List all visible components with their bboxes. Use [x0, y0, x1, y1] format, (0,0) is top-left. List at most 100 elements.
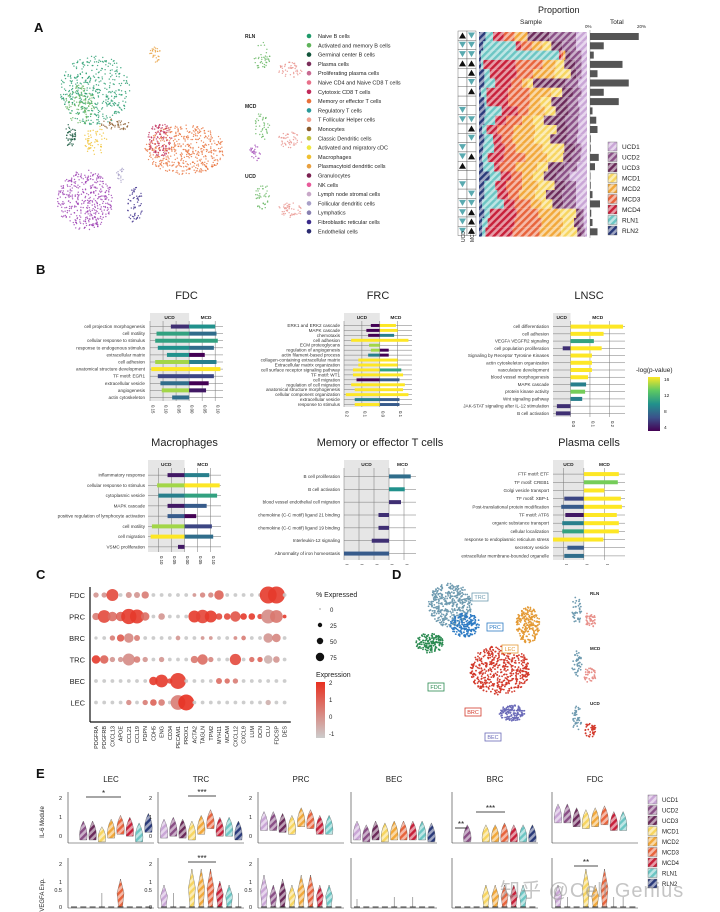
dot-bec-pecam1: [170, 673, 186, 689]
umap-point: [221, 140, 223, 143]
umap-point: [217, 142, 220, 144]
dot-prc-cxcl12: [230, 611, 241, 622]
legend-item-label: Follicular dendritic cells: [318, 201, 375, 207]
term-label: extracellular vesicle: [105, 381, 146, 386]
legend-dot: [306, 43, 312, 48]
ucd-bar: [562, 346, 571, 351]
violin-il6-mcd2: [107, 818, 116, 839]
umap-point: [485, 685, 488, 688]
umap-point: [428, 642, 430, 645]
umap-point: [118, 102, 120, 104]
stacked-segment-ucd2: [563, 199, 577, 209]
umap-point: [88, 228, 91, 231]
umap-point: [524, 615, 527, 617]
umap-point: [121, 94, 123, 96]
umap-point: [474, 622, 477, 624]
umap-point: [454, 615, 457, 618]
umap-point: [175, 132, 177, 135]
ucd-bar: [378, 525, 389, 530]
umap-point: [80, 91, 83, 94]
umap-point: [509, 679, 511, 682]
violin-il6-ucd3: [88, 820, 97, 841]
y-tick: 0: [59, 905, 62, 911]
umap-point: [115, 112, 117, 115]
stacked-segment-rln2: [479, 218, 483, 228]
umap-point: [430, 602, 433, 605]
term-label: regulation of angiogenesis: [286, 348, 340, 353]
umap-point: [449, 615, 452, 618]
umap-point: [71, 190, 73, 192]
stacked-segment-ucd2: [580, 208, 584, 218]
umap-point: [101, 199, 103, 201]
umap-point: [528, 639, 530, 641]
umap-point: [77, 187, 80, 189]
umap-point: [88, 221, 90, 223]
umap-point: [75, 221, 78, 224]
umap-point: [577, 667, 580, 670]
umap-point: [453, 599, 456, 602]
umap-point: [89, 211, 92, 213]
umap-point: [210, 137, 212, 139]
umap-point: [108, 78, 111, 80]
umap-point: [77, 60, 79, 62]
umap-point: [525, 617, 528, 620]
umap-point: [182, 136, 185, 138]
umap-point: [506, 661, 509, 664]
umap-point: [590, 668, 593, 671]
umap-point: [90, 172, 92, 174]
dot-brc-cdh5: [151, 636, 156, 640]
dot-bec-eng: [155, 674, 168, 688]
umap-point: [437, 648, 440, 651]
umap-point: [137, 214, 139, 217]
umap-point: [110, 119, 113, 122]
umap-point: [151, 140, 153, 142]
ucd-bar: [352, 373, 380, 377]
umap-point: [65, 97, 68, 100]
umap-point: [133, 218, 135, 220]
umap-point: [253, 57, 256, 60]
stacked-segment-ucd2: [564, 162, 578, 172]
umap-point: [500, 681, 503, 684]
stacked-segment-mcd4: [489, 69, 517, 79]
dot-prc-pdgfrb: [97, 610, 111, 623]
umap-point: [167, 148, 170, 150]
umap-point: [469, 672, 472, 674]
umap-point: [186, 155, 188, 158]
umap-point: [487, 654, 490, 657]
down-triangle-icon: [459, 144, 466, 151]
stacked-segment-mcd2: [529, 97, 541, 107]
umap-point: [201, 150, 203, 152]
umap-point: [523, 656, 525, 658]
umap-point: [92, 86, 94, 89]
legend-dot: [306, 33, 312, 39]
umap-point: [186, 150, 188, 153]
stacked-segment-rln1: [484, 208, 490, 218]
umap-point: [291, 131, 293, 133]
umap-point: [166, 165, 169, 167]
umap-point: [484, 682, 487, 685]
umap-point: [451, 622, 453, 624]
umap-point: [61, 191, 64, 194]
umap-point: [502, 684, 504, 686]
term-label: ERK1 and ERK2 cascade: [287, 323, 340, 328]
umap-point: [278, 71, 280, 73]
umap-point: [574, 611, 577, 614]
umap-point: [289, 203, 291, 206]
dot-lec-pdgfrb: [102, 700, 107, 705]
legend-swatch-mcd3: [607, 194, 618, 204]
dot-bec-ccl21: [126, 679, 131, 683]
umap-point: [103, 117, 105, 120]
umap-point: [96, 177, 98, 179]
umap-point: [92, 75, 95, 77]
umap-point: [94, 200, 97, 202]
umap-point: [488, 685, 491, 687]
mcd-bar: [583, 521, 619, 526]
mcd-bar: [379, 368, 402, 372]
umap-point: [521, 676, 524, 679]
umap-point: [588, 735, 591, 738]
umap-point: [67, 180, 69, 183]
umap-point: [165, 147, 167, 149]
umap-point: [165, 153, 168, 155]
umap-point: [588, 617, 591, 620]
umap-point: [156, 131, 158, 134]
